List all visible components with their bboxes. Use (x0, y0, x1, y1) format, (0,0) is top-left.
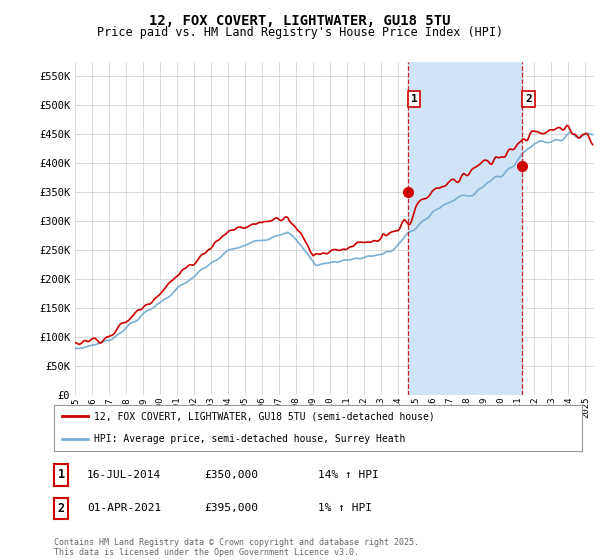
Text: 12, FOX COVERT, LIGHTWATER, GU18 5TU (semi-detached house): 12, FOX COVERT, LIGHTWATER, GU18 5TU (se… (94, 412, 434, 421)
Text: 12, FOX COVERT, LIGHTWATER, GU18 5TU: 12, FOX COVERT, LIGHTWATER, GU18 5TU (149, 14, 451, 28)
Text: 1% ↑ HPI: 1% ↑ HPI (318, 503, 372, 514)
Text: £350,000: £350,000 (204, 470, 258, 480)
Text: 14% ↑ HPI: 14% ↑ HPI (318, 470, 379, 480)
Text: 16-JUL-2014: 16-JUL-2014 (87, 470, 161, 480)
Text: HPI: Average price, semi-detached house, Surrey Heath: HPI: Average price, semi-detached house,… (94, 435, 405, 444)
Text: 2: 2 (58, 502, 65, 515)
Text: 1: 1 (411, 94, 418, 104)
Text: 1: 1 (58, 468, 65, 482)
Text: Price paid vs. HM Land Registry's House Price Index (HPI): Price paid vs. HM Land Registry's House … (97, 26, 503, 39)
Text: £395,000: £395,000 (204, 503, 258, 514)
Bar (407, 62, 521, 395)
Text: 2: 2 (525, 94, 532, 104)
Text: Contains HM Land Registry data © Crown copyright and database right 2025.
This d: Contains HM Land Registry data © Crown c… (54, 538, 419, 557)
Text: 01-APR-2021: 01-APR-2021 (87, 503, 161, 514)
